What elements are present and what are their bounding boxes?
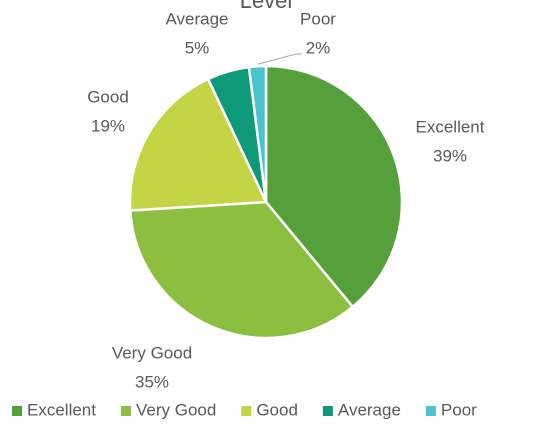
slice-value-label: 19% — [91, 116, 125, 135]
legend-swatch — [322, 406, 333, 416]
legend-label: Average — [338, 400, 401, 419]
slice-value-label: 35% — [135, 372, 169, 391]
legend-label: Very Good — [136, 400, 216, 419]
slice-category-label: Very Good — [112, 343, 192, 362]
legend-swatch — [241, 406, 252, 416]
legend-swatch — [120, 406, 131, 416]
slice-value-label: 5% — [185, 38, 210, 57]
pie-slice — [247, 64, 268, 203]
chart-title: Level — [240, 0, 293, 13]
leader-line — [257, 53, 302, 65]
slice-value-label: 39% — [433, 146, 467, 165]
legend-swatch — [12, 406, 22, 416]
slice-category-label: Good — [87, 87, 129, 106]
slice-category-label: Excellent — [416, 117, 485, 136]
pie-slice — [128, 200, 355, 340]
slice-category-label: Average — [165, 9, 228, 28]
pie-slice — [264, 64, 404, 309]
legend-label: Poor — [441, 400, 477, 419]
slice-value-label: 2% — [306, 38, 331, 57]
slice-category-label: Poor — [300, 9, 336, 28]
legend-label: Excellent — [27, 400, 96, 419]
legend-label: Good — [256, 400, 298, 419]
legend-swatch — [425, 406, 436, 416]
pie-slice — [128, 77, 268, 212]
